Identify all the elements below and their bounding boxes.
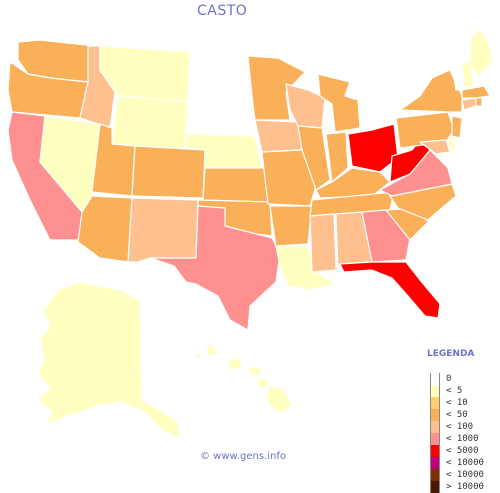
state-arizona[interactable] bbox=[77, 195, 133, 263]
legend-swatch bbox=[430, 481, 440, 493]
legend-swatch bbox=[430, 385, 440, 397]
state-arkansas[interactable] bbox=[269, 205, 313, 247]
legend-swatch bbox=[430, 373, 440, 385]
state-maine[interactable] bbox=[469, 27, 493, 77]
legend-item: > 10000 bbox=[430, 481, 484, 493]
state-mississippi[interactable] bbox=[309, 213, 337, 273]
state-connecticut[interactable] bbox=[461, 97, 477, 111]
state-hawaii-6[interactable] bbox=[195, 353, 201, 359]
state-michigan[interactable] bbox=[317, 73, 361, 133]
legend-item: < 100 bbox=[430, 421, 484, 433]
state-colorado[interactable] bbox=[131, 145, 206, 199]
state-minnesota[interactable] bbox=[247, 55, 306, 121]
state-kansas[interactable] bbox=[202, 167, 269, 203]
state-maryland[interactable] bbox=[419, 139, 451, 155]
state-massachusetts[interactable] bbox=[461, 85, 491, 99]
state-ohio[interactable] bbox=[347, 123, 399, 173]
state-indiana[interactable] bbox=[325, 131, 349, 183]
legend-item: < 5 bbox=[430, 385, 484, 397]
state-new-hampshire[interactable] bbox=[461, 61, 475, 89]
state-iowa[interactable] bbox=[254, 119, 303, 153]
state-alaska[interactable] bbox=[37, 281, 181, 441]
legend-item: < 1000 bbox=[430, 433, 484, 445]
legend-swatch bbox=[430, 433, 440, 445]
state-kentucky[interactable] bbox=[315, 167, 391, 199]
state-louisiana[interactable] bbox=[275, 245, 337, 291]
legend-label: < 5000 bbox=[446, 446, 479, 456]
state-hawaii-5[interactable] bbox=[265, 385, 293, 415]
legend-label: > 10000 bbox=[446, 482, 484, 492]
state-wyoming[interactable] bbox=[111, 95, 189, 151]
state-pennsylvania[interactable] bbox=[395, 111, 455, 149]
state-new-jersey[interactable] bbox=[451, 115, 463, 139]
legend-swatch bbox=[430, 457, 440, 469]
state-south-dakota[interactable] bbox=[185, 95, 256, 137]
legend-label: < 10 bbox=[446, 398, 468, 408]
state-illinois[interactable] bbox=[297, 125, 331, 191]
legend-label: < 1000 bbox=[446, 434, 479, 444]
state-texas[interactable] bbox=[149, 205, 281, 331]
page-title: CASTO bbox=[197, 3, 248, 19]
state-new-york[interactable] bbox=[399, 69, 463, 113]
state-hawaii-2[interactable] bbox=[227, 357, 243, 371]
legend-label: < 100 bbox=[446, 422, 474, 432]
legend-swatch bbox=[430, 445, 440, 457]
legend-item: < 10000 bbox=[430, 457, 484, 469]
legend-label: 0 bbox=[446, 374, 452, 384]
legend-swatch bbox=[430, 469, 440, 481]
legend-item: < 50 bbox=[430, 409, 484, 421]
us-map bbox=[7, 27, 493, 441]
legend-item: 0 bbox=[430, 373, 484, 385]
state-hawaii-1[interactable] bbox=[205, 345, 217, 357]
state-hawaii-3[interactable] bbox=[247, 365, 263, 377]
state-florida[interactable] bbox=[339, 261, 441, 319]
state-delaware[interactable] bbox=[447, 135, 457, 151]
legend-swatch bbox=[430, 421, 440, 433]
legend: 0 < 5 < 10 < 50 < 100 < 1000 < 5000 < 10… bbox=[430, 373, 484, 493]
state-rhode-island[interactable] bbox=[475, 97, 483, 107]
legend-label: < 5 bbox=[446, 386, 463, 396]
state-georgia[interactable] bbox=[361, 209, 411, 263]
legend-item: < 10000 bbox=[430, 469, 484, 481]
state-hawaii-4[interactable] bbox=[255, 377, 271, 389]
credit-link[interactable]: © www.gens.info bbox=[200, 451, 286, 462]
legend-title: LEGENDA bbox=[427, 349, 475, 359]
legend-label: < 10000 bbox=[446, 458, 484, 468]
legend-swatch bbox=[430, 397, 440, 409]
legend-label: < 10000 bbox=[446, 470, 484, 480]
legend-swatch bbox=[430, 409, 440, 421]
legend-item: < 5000 bbox=[430, 445, 484, 457]
legend-item: < 10 bbox=[430, 397, 484, 409]
state-new-mexico[interactable] bbox=[127, 197, 199, 263]
legend-label: < 50 bbox=[446, 410, 468, 420]
state-north-dakota[interactable] bbox=[187, 53, 253, 97]
